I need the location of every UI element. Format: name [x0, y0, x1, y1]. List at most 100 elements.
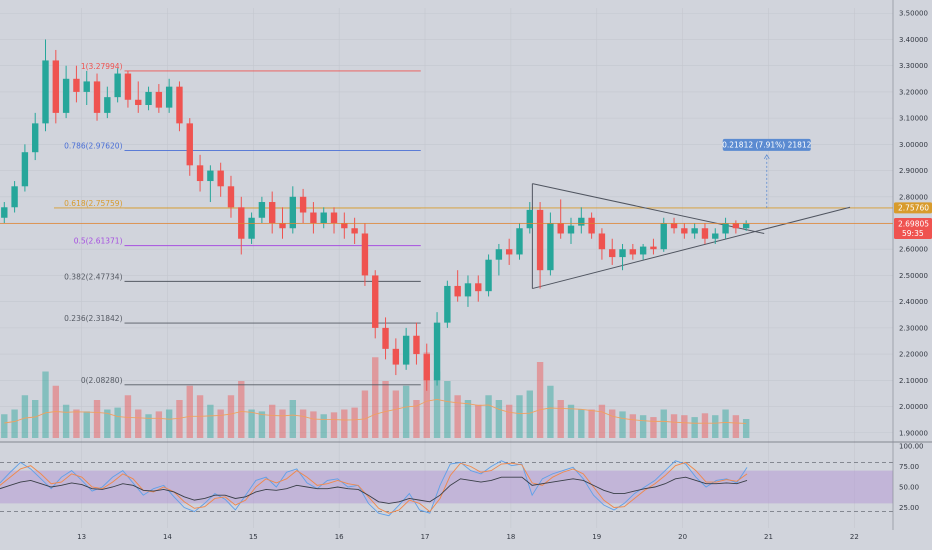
- y-tick-label: 3.50000: [899, 10, 928, 18]
- candle-body: [475, 283, 482, 292]
- candle-body: [330, 212, 338, 223]
- candle-body: [238, 207, 245, 239]
- candle-body: [341, 223, 348, 229]
- candle-body: [660, 223, 667, 250]
- candle-body: [196, 165, 204, 182]
- rsi-line: [0, 476, 748, 504]
- volume-bar: [475, 404, 482, 438]
- y-tick-label: 2.20000: [899, 351, 928, 359]
- x-tick-label: 21: [764, 533, 773, 541]
- candle-body: [742, 223, 750, 229]
- volume-bar: [11, 409, 18, 438]
- y-tick-label: 2.00000: [899, 403, 928, 411]
- volume-bar: [413, 400, 420, 438]
- volume-bar: [279, 409, 286, 438]
- candle-body: [372, 275, 379, 328]
- volume-bar: [639, 415, 647, 438]
- candle-body: [639, 246, 647, 255]
- volume-bar: [557, 400, 564, 438]
- candle-body: [464, 283, 472, 297]
- candle-body: [258, 202, 266, 218]
- candle-body: [722, 223, 729, 234]
- candle-body: [1, 207, 8, 218]
- volume-bar: [289, 400, 296, 438]
- volume-bar: [42, 371, 49, 438]
- countdown-label: 59:35: [902, 229, 924, 238]
- fibonacci-retracement[interactable]: 1(3.27994) 0.786(2.97620) 0.618(2.75759) 0.…: [54, 62, 893, 386]
- volume-bar: [145, 414, 152, 438]
- candle-body: [52, 60, 60, 113]
- rsi-tick-label: 100.00: [899, 443, 924, 451]
- volume-bar: [701, 413, 709, 438]
- candle-body: [93, 81, 101, 113]
- volume-bars: [1, 352, 750, 438]
- volume-bar: [114, 407, 121, 438]
- volume-bar: [310, 411, 317, 438]
- volume-bar: [485, 395, 492, 438]
- volume-bar: [176, 400, 183, 438]
- y-tick-label: 2.50000: [899, 272, 928, 280]
- volume-bar: [330, 412, 338, 438]
- volume-bar: [578, 409, 585, 438]
- y-tick-label: 2.60000: [899, 246, 928, 254]
- x-tick-label: 16: [335, 533, 344, 541]
- candle-body: [732, 223, 740, 229]
- volume-ma-line: [4, 398, 747, 424]
- volume-bar: [454, 395, 461, 438]
- candle-body: [32, 123, 39, 153]
- candle-body: [268, 202, 276, 223]
- candle-body: [114, 73, 121, 98]
- candle-body: [413, 335, 420, 355]
- y-tick-label: 3.20000: [899, 88, 928, 96]
- fib-level-label: 0.618(2.75759): [64, 199, 122, 208]
- candle-body: [588, 217, 595, 234]
- candle-body: [454, 285, 461, 297]
- volume-bar: [217, 409, 224, 438]
- volume-bar: [135, 409, 142, 438]
- candle-body: [11, 186, 18, 208]
- rsi-tick-label: 75.00: [899, 463, 919, 471]
- level-price-tag: [894, 202, 932, 214]
- candle-body: [248, 217, 255, 239]
- grid-lines: [0, 8, 893, 528]
- fib-level-label: 0.382(2.47734): [64, 272, 122, 281]
- candle-body: [21, 152, 29, 187]
- y-tick-label: 3.40000: [899, 36, 928, 44]
- candle-body: [145, 91, 152, 106]
- fib-level-label: 0.5(2.61371): [74, 237, 123, 246]
- rsi-band: [0, 470, 893, 504]
- volume-bar: [464, 400, 472, 438]
- volume-bar: [320, 414, 327, 438]
- price-range-measure[interactable]: 0.21812 (7.91%) 21812: [722, 138, 812, 208]
- volume-bar: [536, 362, 544, 438]
- volume-bar: [712, 415, 719, 438]
- candle-body: [42, 60, 49, 124]
- fib-level-label: 0(2.08280): [81, 376, 123, 385]
- candle-body: [670, 223, 678, 229]
- volume-bar: [62, 404, 70, 438]
- volume-bar: [691, 417, 698, 438]
- candle-body: [536, 209, 544, 271]
- candle-body: [289, 196, 296, 229]
- volume-bar: [1, 414, 8, 438]
- triangle-lower-line: [532, 206, 851, 290]
- candle-body: [547, 223, 554, 271]
- candle-body: [495, 249, 503, 260]
- candlesticks: [1, 39, 750, 391]
- candle-body: [382, 327, 389, 349]
- candle-body: [609, 249, 616, 258]
- candle-body: [320, 212, 327, 223]
- volume-bar: [433, 371, 441, 438]
- y-tick-label: 2.80000: [899, 193, 928, 201]
- candle-body: [176, 86, 183, 124]
- volume-bar: [372, 357, 379, 438]
- volume-bar: [124, 395, 132, 438]
- candle-body: [433, 322, 441, 381]
- volume-bar: [722, 409, 729, 438]
- volume-bar: [361, 390, 369, 438]
- y-tick-label: 3.00000: [899, 141, 928, 149]
- candle-body: [526, 209, 533, 229]
- volume-bar: [567, 404, 575, 438]
